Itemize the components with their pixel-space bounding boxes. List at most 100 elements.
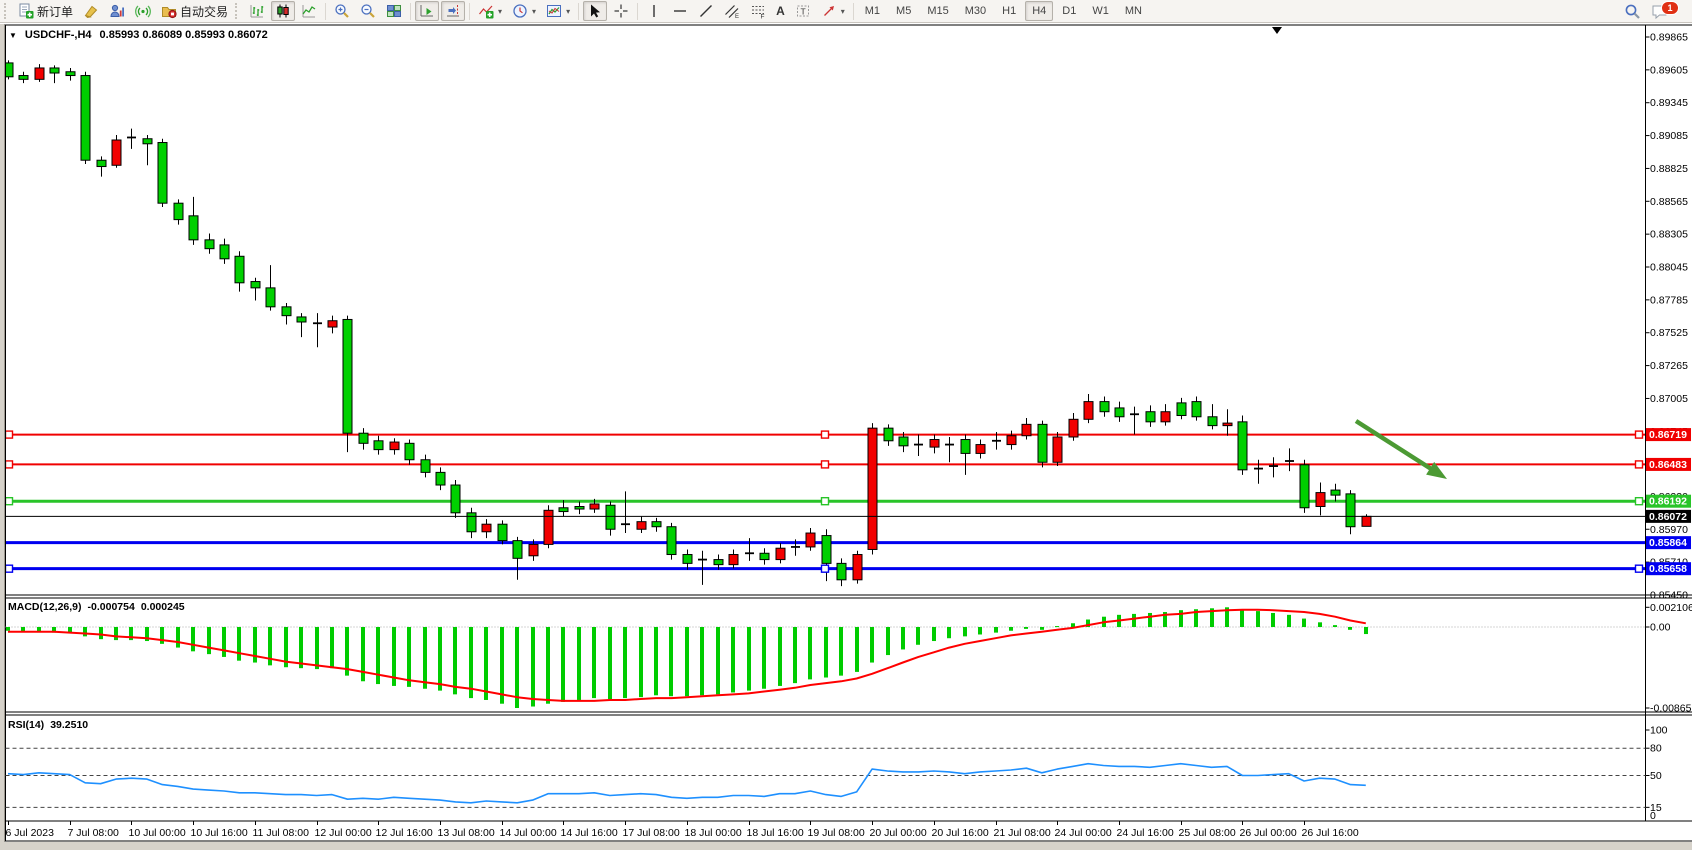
candlestick-mode-button[interactable] xyxy=(271,1,296,21)
timeframe-button-h4[interactable]: H4 xyxy=(1025,1,1054,21)
chart-ohlc-values: 0.85993 0.86089 0.85993 0.86072 xyxy=(99,29,268,41)
svg-text:0.87005: 0.87005 xyxy=(1650,393,1688,405)
svg-text:0.002106: 0.002106 xyxy=(1650,602,1692,614)
toolbar-separator xyxy=(325,2,327,20)
chevron-down-icon: ▾ xyxy=(498,6,503,16)
toolbar-grip xyxy=(4,3,9,19)
auto-trading-label: 自动交易 xyxy=(180,4,229,19)
zoom-out-button[interactable] xyxy=(356,1,380,21)
svg-text:0.86072: 0.86072 xyxy=(1649,511,1687,523)
arrows-tool-button[interactable]: ▾ xyxy=(817,1,849,21)
chart-shift-button[interactable] xyxy=(441,1,466,21)
new-order-button[interactable]: 新订单 xyxy=(14,1,77,21)
chart-shift-marker[interactable] xyxy=(1272,27,1282,34)
svg-text:25 Jul 08:00: 25 Jul 08:00 xyxy=(1179,827,1236,839)
timeframe-button-h1[interactable]: H1 xyxy=(995,1,1023,21)
macd-indicator-label: MACD(12,26,9) -0.000754 0.000245 xyxy=(8,601,185,613)
svg-text:7 Jul 08:00: 7 Jul 08:00 xyxy=(68,827,120,839)
search-button[interactable] xyxy=(1620,2,1645,22)
chart-canvas[interactable]: 0.89865 0.89605 0.89345 0.89085 0.88825 0.885… xyxy=(0,24,1692,842)
timeframe-button-m1[interactable]: M1 xyxy=(858,1,887,21)
toolbar-grip xyxy=(235,3,240,19)
rsi-name: RSI(14) xyxy=(8,719,45,731)
auto-scroll-icon xyxy=(419,3,435,19)
svg-text:0.88565: 0.88565 xyxy=(1650,196,1688,208)
chart-plot-area[interactable] xyxy=(0,24,1692,842)
svg-text:0.85864: 0.85864 xyxy=(1649,537,1687,549)
svg-text:19 Jul 08:00: 19 Jul 08:00 xyxy=(808,827,865,839)
svg-text:18 Jul 16:00: 18 Jul 16:00 xyxy=(747,827,804,839)
trend-arrow-object[interactable] xyxy=(1354,419,1447,479)
fibonacci-tool-button[interactable]: F xyxy=(746,1,770,21)
auto-scroll-button[interactable] xyxy=(415,1,440,21)
auto-trading-button[interactable]: 自动交易 xyxy=(157,1,232,21)
svg-text:14 Jul 00:00: 14 Jul 00:00 xyxy=(500,827,557,839)
signal-button[interactable] xyxy=(131,1,155,21)
macd-name: MACD(12,26,9) xyxy=(8,601,82,613)
timeframe-button-m30[interactable]: M30 xyxy=(958,1,993,21)
timeframe-button-mn[interactable]: MN xyxy=(1118,1,1149,21)
candlestick-icon xyxy=(275,3,291,19)
channel-tool-button[interactable]: E xyxy=(720,1,744,21)
indicators-button[interactable]: ▾ xyxy=(474,1,506,21)
macd-main-value: -0.000754 xyxy=(87,601,135,613)
timeframe-button-m5[interactable]: M5 xyxy=(889,1,918,21)
notifications-button[interactable]: 1 xyxy=(1647,0,1679,22)
toolbar-right-group: 1 xyxy=(1619,0,1679,23)
svg-text:26 Jul 16:00: 26 Jul 16:00 xyxy=(1302,827,1359,839)
toolbar: 新订单 自动交易 ▾ xyxy=(0,0,1692,23)
text-label-tool-button[interactable]: T xyxy=(791,1,815,21)
svg-text:24 Jul 00:00: 24 Jul 00:00 xyxy=(1055,827,1112,839)
svg-text:10 Jul 00:00: 10 Jul 00:00 xyxy=(129,827,186,839)
tile-windows-icon xyxy=(386,3,402,19)
rsi-pane xyxy=(5,747,1646,808)
toolbar-separator xyxy=(469,2,471,20)
svg-text:24 Jul 16:00: 24 Jul 16:00 xyxy=(1117,827,1174,839)
svg-text:6 Jul 2023: 6 Jul 2023 xyxy=(6,827,55,839)
svg-text:0: 0 xyxy=(1650,810,1656,822)
collapse-chart-icon[interactable]: ▼ xyxy=(9,30,17,40)
timeframe-button-m15[interactable]: M15 xyxy=(920,1,955,21)
chart-shift-icon xyxy=(445,3,461,19)
macd-axis[interactable]: 0.002106 0.00 -0.008658 xyxy=(1645,602,1692,715)
svg-text:17 Jul 08:00: 17 Jul 08:00 xyxy=(623,827,680,839)
svg-text:0.87785: 0.87785 xyxy=(1650,294,1688,306)
bar-chart-mode-button[interactable] xyxy=(245,1,269,21)
crosshair-tool-button[interactable] xyxy=(609,1,633,21)
svg-text:0.85970: 0.85970 xyxy=(1650,524,1688,536)
fibonacci-icon: F xyxy=(750,3,766,19)
highlighter-button[interactable] xyxy=(79,1,103,21)
text-tool-button[interactable]: A xyxy=(772,1,789,21)
trendline-tool-button[interactable] xyxy=(694,1,718,21)
vertical-line-tool-button[interactable] xyxy=(642,1,666,21)
horizontal-line-icon xyxy=(672,3,688,19)
periods-button[interactable]: ▾ xyxy=(508,1,540,21)
rsi-axis[interactable]: 100 80 50 150 xyxy=(1645,725,1668,823)
timeframe-button-d1[interactable]: D1 xyxy=(1055,1,1083,21)
chart-title: ▼ USDCHF-,H4 0.85993 0.86089 0.85993 0.8… xyxy=(9,29,268,41)
cursor-icon xyxy=(587,3,603,19)
svg-text:0.86483: 0.86483 xyxy=(1649,459,1687,471)
new-order-label: 新订单 xyxy=(37,4,74,19)
window-left-border xyxy=(0,24,5,850)
notification-badge: 1 xyxy=(1661,0,1679,15)
account-profile-button[interactable] xyxy=(105,1,129,21)
price-label-boxes: 0.86719 0.86483 0.86192 0.85864 0.85658 0.860… xyxy=(1646,428,1691,576)
template-icon xyxy=(546,3,562,19)
search-icon xyxy=(1624,3,1641,20)
new-order-icon xyxy=(18,3,34,19)
pane-borders xyxy=(0,24,1692,842)
svg-text:20 Jul 16:00: 20 Jul 16:00 xyxy=(932,827,989,839)
rsi-indicator-label: RSI(14) 39.2510 xyxy=(8,719,88,731)
horizontal-line-tool-button[interactable] xyxy=(668,1,692,21)
time-axis[interactable]: 6 Jul 2023 7 Jul 08:00 10 Jul 00:00 10 Jul … xyxy=(6,821,1359,839)
line-chart-mode-button[interactable] xyxy=(297,1,321,21)
templates-button[interactable]: ▾ xyxy=(542,1,574,21)
indicators-icon xyxy=(478,3,494,19)
toolbar-separator xyxy=(410,2,412,20)
zoom-in-button[interactable] xyxy=(330,1,354,21)
tile-windows-button[interactable] xyxy=(382,1,406,21)
cursor-tool-button[interactable] xyxy=(583,1,608,21)
toolbar-separator xyxy=(578,2,580,20)
timeframe-button-w1[interactable]: W1 xyxy=(1085,1,1116,21)
